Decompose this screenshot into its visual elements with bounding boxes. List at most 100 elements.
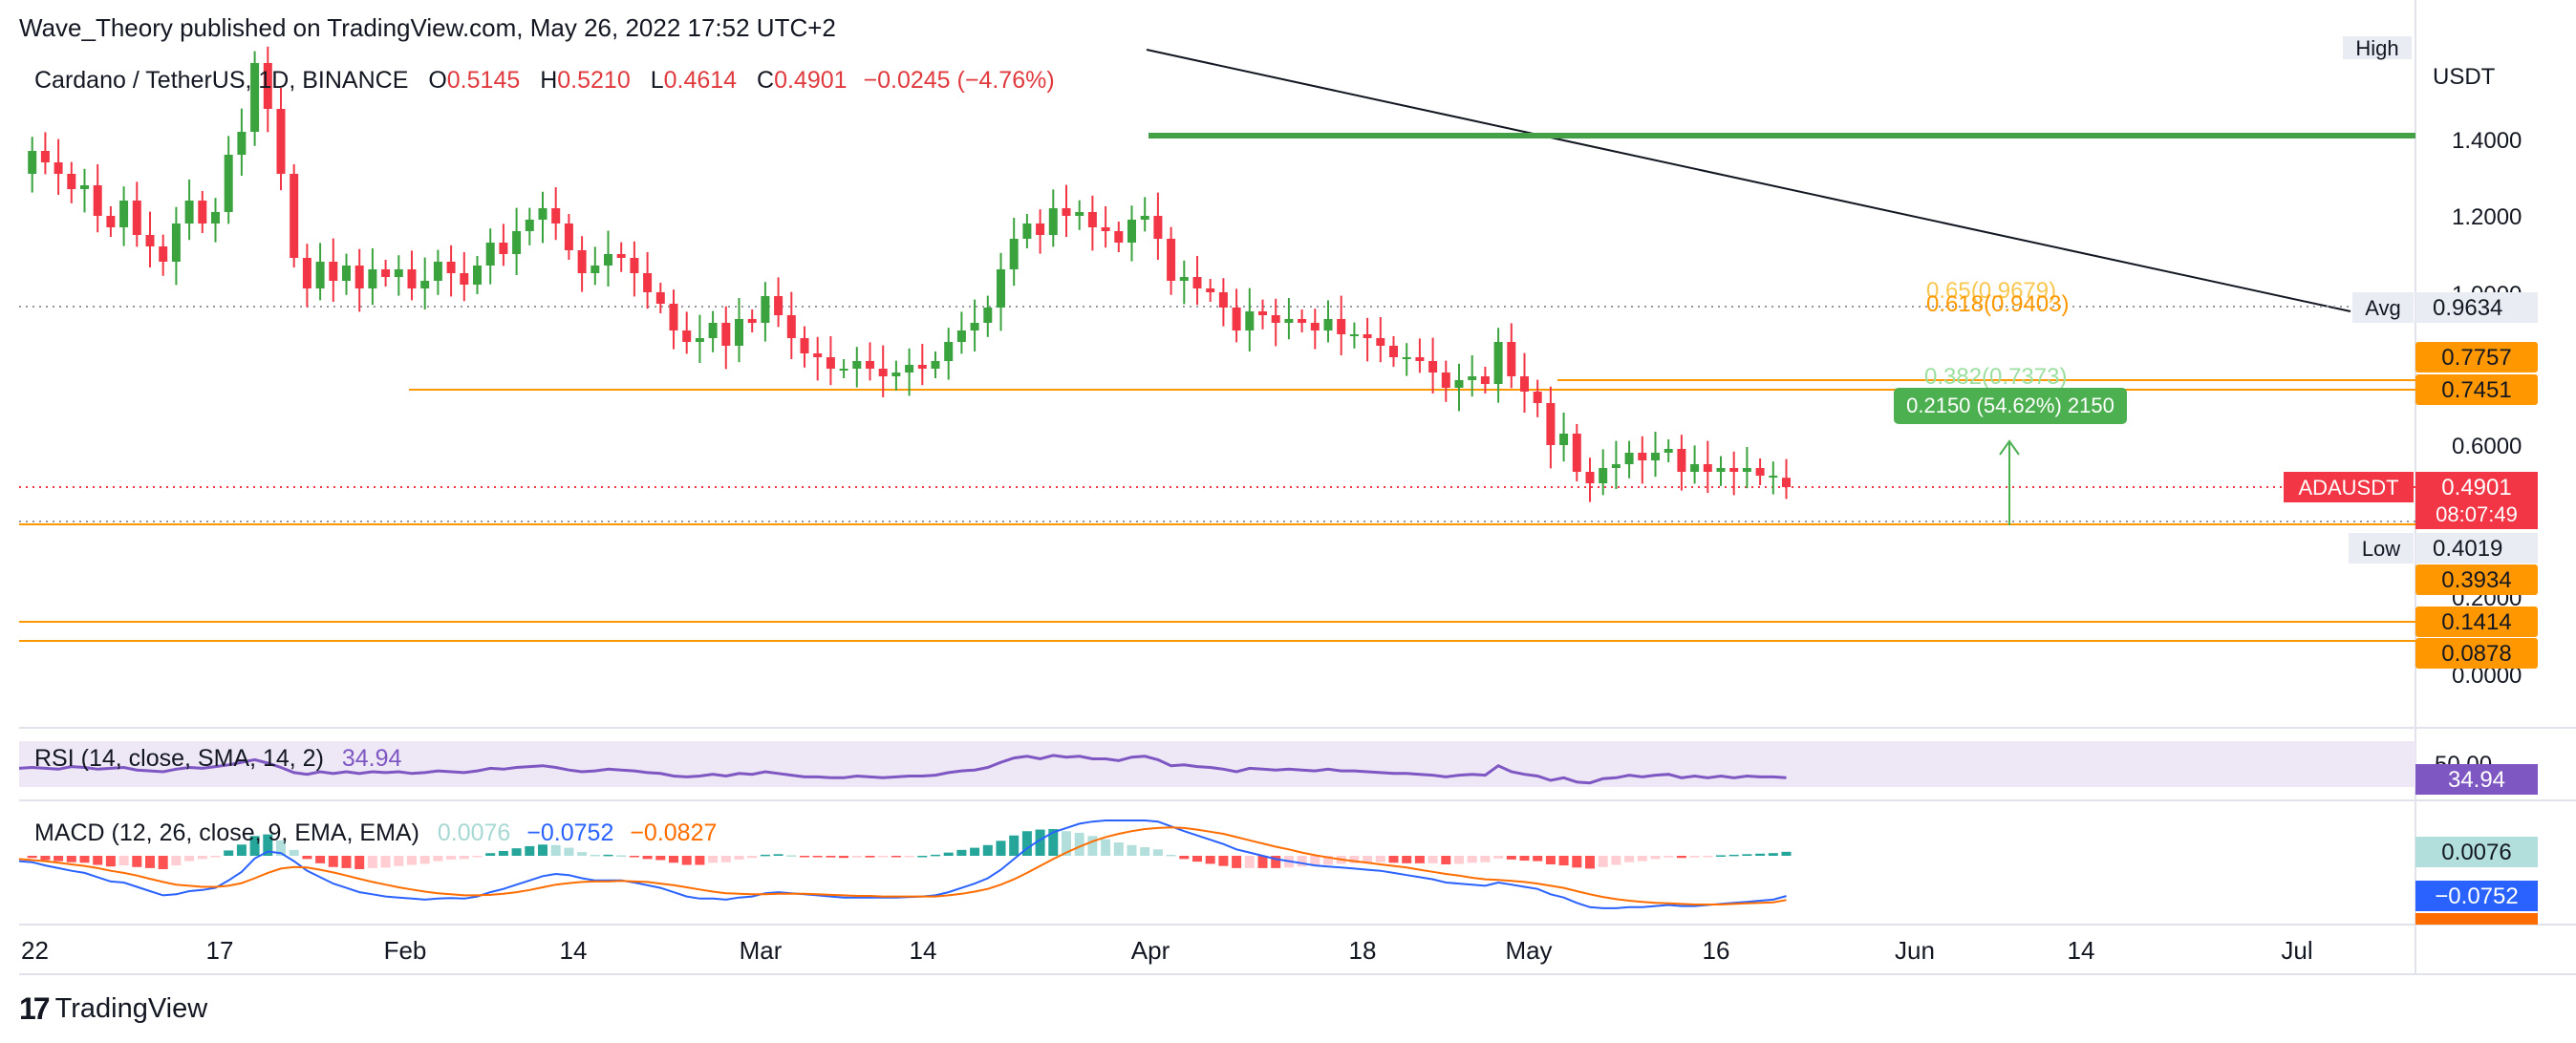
low-badge: Low — [2362, 537, 2400, 561]
macd-histogram-bar — [708, 856, 719, 863]
close-value: 0.4901 — [774, 67, 848, 94]
high-label: H — [540, 67, 558, 94]
macd-histogram-bar — [27, 856, 37, 859]
candle-body — [433, 262, 442, 281]
candle-body — [1559, 434, 1569, 445]
macd-hist-badge: 0.0076 — [2441, 840, 2511, 865]
candle-body — [630, 258, 639, 273]
candle-body — [119, 201, 129, 227]
macd-histogram-bar — [54, 856, 64, 862]
candle-body — [866, 361, 874, 369]
candle-body — [93, 185, 102, 216]
macd-histogram-bar — [1493, 856, 1504, 859]
candle-body — [1716, 468, 1726, 472]
candle-body — [1192, 277, 1202, 288]
candle-body — [1690, 464, 1700, 472]
candle-body — [1507, 342, 1516, 376]
macd-histogram-bar — [1519, 856, 1530, 862]
candle-body — [1232, 308, 1241, 330]
measure-label-bg — [1894, 388, 2127, 424]
measure-label: 0.2150 (54.62%) 2150 — [1906, 394, 2114, 417]
candle-body — [1624, 453, 1634, 464]
macd-histogram-bar — [1572, 856, 1582, 868]
macd-histogram-bar — [1558, 856, 1569, 866]
candle-body — [145, 235, 155, 246]
candle-body — [891, 372, 901, 376]
macd-histogram-bar — [1755, 853, 1766, 856]
macd-histogram-bar — [1205, 856, 1215, 864]
candle-body — [1611, 464, 1621, 468]
avg-value-bg — [2415, 292, 2538, 323]
macd-histogram-bar — [433, 856, 443, 862]
macd-histogram-bar — [603, 854, 613, 857]
macd-histogram-bar — [1716, 855, 1726, 857]
candle-body — [735, 319, 743, 346]
candle-body — [446, 262, 456, 273]
macd-histogram-bar — [1781, 851, 1792, 856]
macd-histogram-bar — [394, 856, 404, 866]
low-value: 0.4019 — [2433, 536, 2502, 562]
macd-histogram-bar — [66, 856, 76, 862]
symbol-title: Cardano / TetherUS, 1D, BINANCE — [34, 67, 409, 94]
candle-body — [774, 296, 784, 315]
candle-body — [708, 323, 718, 338]
high-value: 0.5210 — [557, 67, 631, 94]
rsi-badge-bg — [2415, 764, 2538, 795]
macd-legend-text: MACD (12, 26, close, 9, EMA, EMA) — [34, 820, 419, 846]
macd-histogram-bar — [629, 856, 639, 858]
macd-histogram-bar — [1676, 856, 1686, 859]
macd-histogram-bar — [40, 856, 51, 861]
tradingview-logo-icon: 17 — [19, 991, 51, 1026]
candle-body — [931, 361, 940, 369]
candle-body — [1284, 319, 1294, 323]
macd-histogram-bar — [1048, 829, 1059, 856]
candle-body — [159, 246, 168, 262]
last-price-badge-bg — [2415, 472, 2538, 529]
rsi-legend: RSI (14, close, SMA, 14, 2) 34.94 — [34, 745, 401, 773]
macd-histogram-bar — [1598, 856, 1608, 867]
candle-body — [1075, 212, 1084, 216]
macd-histogram-bar — [407, 856, 417, 865]
high-badge-bg — [2343, 36, 2412, 59]
macd-histogram-bar — [498, 850, 508, 856]
macd-histogram-bar — [747, 856, 758, 859]
macd-histogram-bar — [145, 856, 155, 868]
candle-body — [106, 216, 116, 227]
candle-body — [473, 266, 482, 285]
tradingview-wordmark: TradingView — [54, 993, 208, 1024]
candle-body — [1468, 376, 1477, 380]
candle-body — [1206, 288, 1215, 292]
x-tick-12: Jul — [2281, 936, 2312, 965]
low-value: 0.4614 — [663, 67, 738, 94]
candle-body — [1363, 334, 1372, 338]
close-label: C — [757, 67, 775, 94]
candle-body — [525, 220, 534, 231]
candle-body — [394, 269, 403, 277]
macd-histogram-bar — [616, 855, 627, 857]
y-tick-2: 0.6000 — [2452, 434, 2522, 459]
candle-body — [786, 315, 796, 338]
rsi-band — [19, 741, 2415, 787]
candle-body — [813, 353, 823, 357]
candle-body — [1782, 478, 1791, 487]
low-label: L — [650, 67, 664, 94]
macd-histogram-bar — [1310, 856, 1320, 866]
macd-histogram-bar — [1179, 856, 1190, 860]
macd-histogram-bar — [577, 852, 588, 856]
macd-histogram-bar — [1664, 856, 1674, 858]
candle-body — [263, 63, 272, 109]
macd-histogram-bar — [1140, 847, 1150, 856]
macd-histogram-bar — [132, 856, 142, 867]
publisher-line: Wave_Theory published on TradingView.com… — [19, 13, 836, 42]
tradingview-brand[interactable]: 17 TradingView — [19, 991, 207, 1027]
candle-body — [1638, 453, 1647, 460]
candle-body — [1179, 277, 1189, 281]
candle-body — [917, 365, 927, 369]
macd-histogram-bar — [158, 856, 168, 869]
candle-body — [826, 357, 835, 369]
macd-histogram-bar — [681, 856, 692, 865]
candle-body — [669, 304, 678, 330]
candle-body — [970, 323, 979, 330]
candle-body — [302, 258, 311, 288]
